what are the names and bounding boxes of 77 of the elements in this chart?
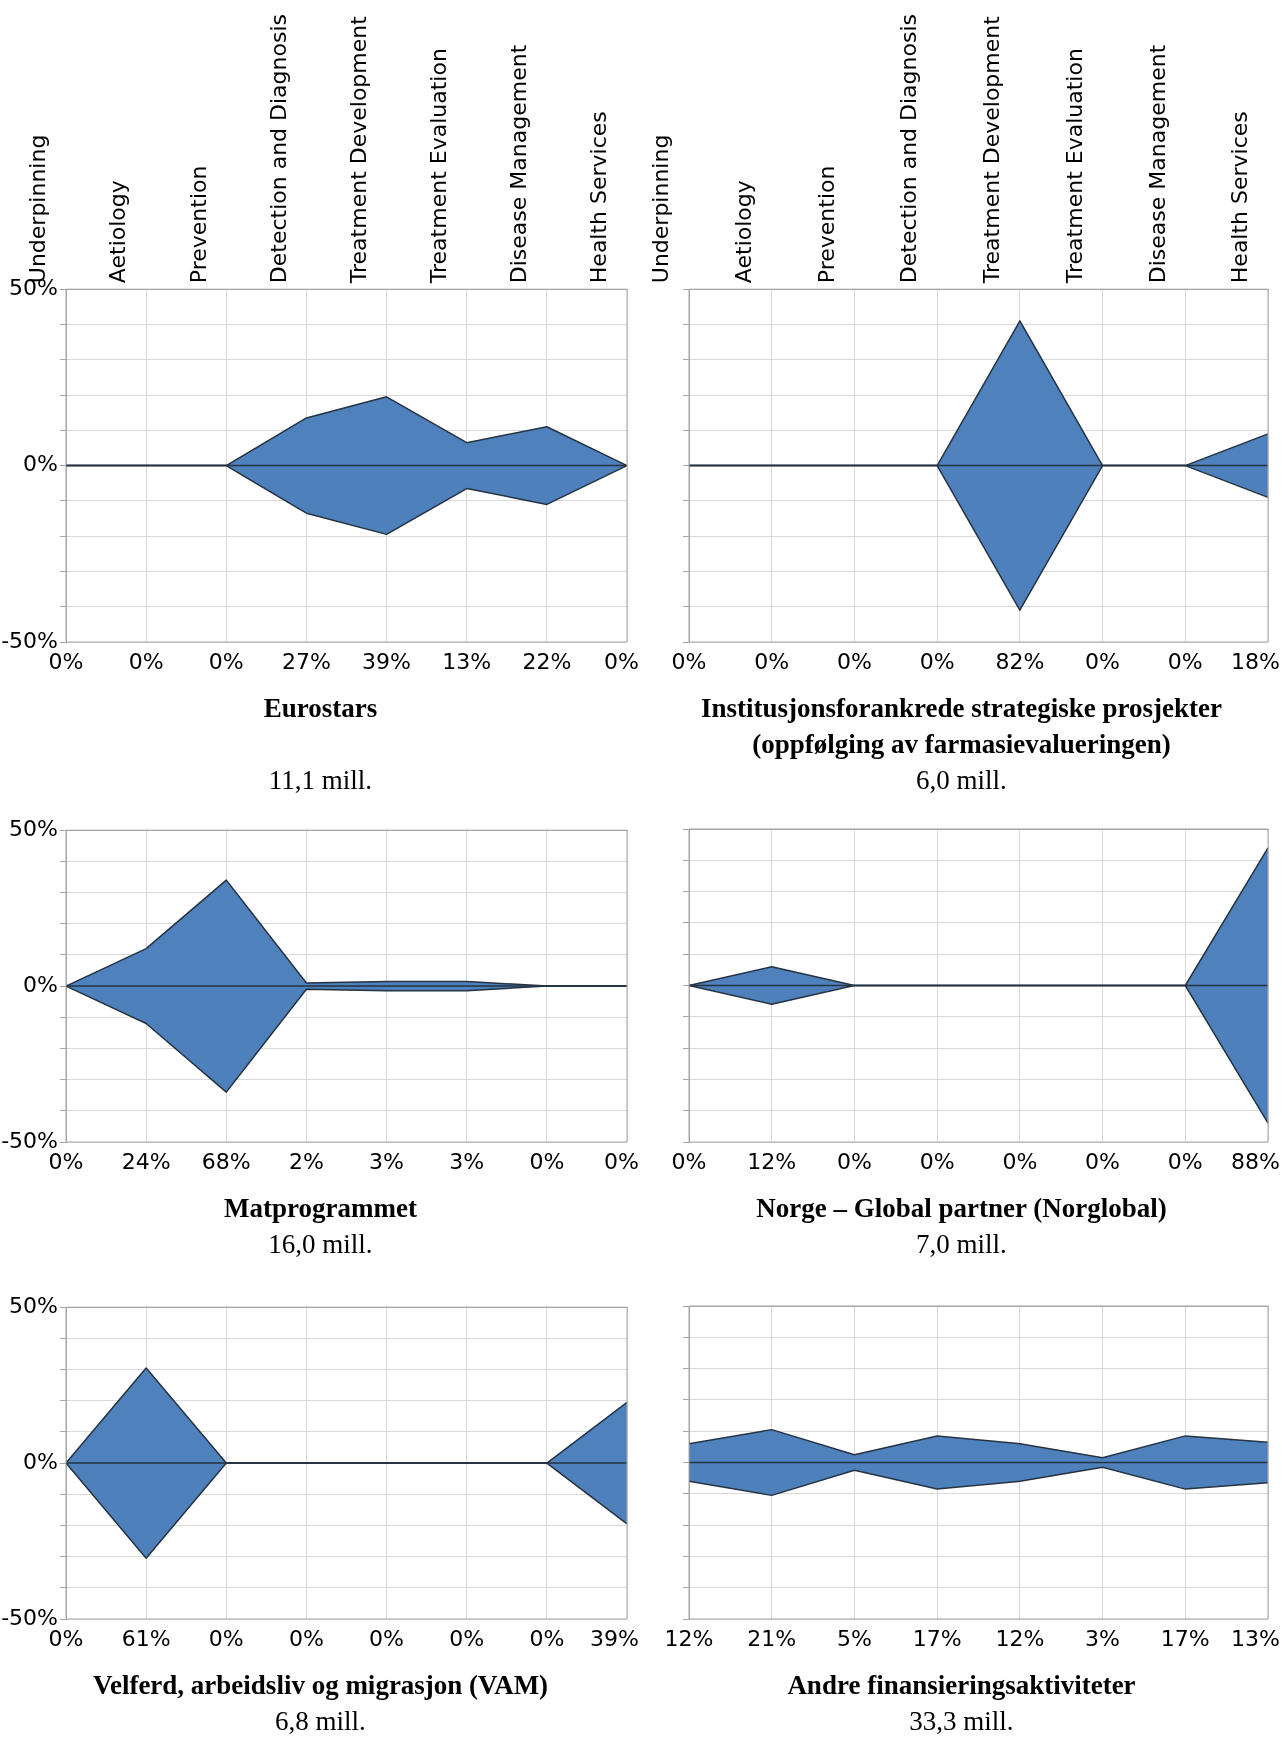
x-tick-label: Disease Management [1144, 44, 1170, 284]
text: 0% [128, 648, 164, 674]
x-tick-label: Underpinning [648, 134, 674, 284]
text: 7,0 mill. [915, 1228, 1008, 1261]
text: 0% [919, 648, 955, 674]
text: 0% [1085, 1148, 1121, 1174]
x-tick-label: Health Services [1227, 111, 1253, 284]
y-tick-label: 50% [9, 1292, 58, 1318]
text: 22% [522, 648, 572, 674]
text: 0% [671, 1148, 707, 1174]
text: 0% [604, 648, 639, 674]
x-tick-label: Treatment Evaluation [426, 48, 452, 285]
text: 17% [1160, 1625, 1210, 1651]
x-tick-label: Prevention [185, 165, 211, 284]
x-tick-label: Disease Management [506, 44, 532, 284]
text: 3% [369, 1148, 405, 1174]
text: 0% [1167, 648, 1203, 674]
text: 0% [288, 1625, 324, 1651]
text: 68% [201, 1148, 251, 1174]
text: 0% [449, 1625, 485, 1651]
text: 12% [747, 1148, 797, 1174]
text: Andre finansieringsaktiviteter [786, 1669, 1137, 1702]
text: 24% [121, 1148, 171, 1174]
x-tick-label: Aetiology [105, 180, 131, 284]
text: 21% [747, 1625, 797, 1651]
x-tick-label: Treatment Development [345, 15, 371, 285]
text: 0% [1167, 1148, 1203, 1174]
text: 39% [590, 1625, 639, 1651]
text: 0% [529, 1148, 565, 1174]
text: 0% [836, 1148, 872, 1174]
text: Velferd, arbeidsliv og migrasjon (VAM) [91, 1669, 550, 1702]
text: 82% [995, 648, 1045, 674]
x-tick-label: Aetiology [731, 180, 757, 284]
text: 13% [442, 648, 492, 674]
text: 61% [121, 1625, 171, 1651]
text: Institusjonsforankrede strategiske prosjekter (oppfølging av farmasievalueringen) [700, 692, 1223, 761]
text: 0% [529, 1625, 565, 1651]
text: 0% [836, 648, 872, 674]
y-tick-label: 50% [9, 815, 58, 841]
x-tick-label: Prevention [813, 165, 839, 284]
x-tick-label: Treatment Development [979, 15, 1005, 285]
text: 3% [1085, 1625, 1121, 1651]
text: 0% [1085, 648, 1121, 674]
text: 2% [288, 1148, 324, 1174]
text: 17% [912, 1625, 962, 1651]
text: 0% [208, 1625, 244, 1651]
text: 0% [369, 1625, 405, 1651]
text: 0% [208, 648, 244, 674]
text: 27% [281, 648, 331, 674]
text: 0% [919, 1148, 955, 1174]
text: 12% [995, 1625, 1045, 1651]
x-tick-label: Health Services [586, 111, 612, 284]
y-tick-label: 0% [23, 971, 58, 997]
text: 0% [671, 648, 707, 674]
y-tick-label: 0% [23, 1448, 58, 1474]
x-tick-label: Detection and Diagnosis [265, 13, 291, 284]
text: 0% [604, 1148, 639, 1174]
text: 33,3 mill. [908, 1705, 1015, 1738]
text: 18% [1231, 648, 1280, 674]
text: 6,8 mill. [274, 1705, 367, 1738]
text: 88% [1231, 1148, 1280, 1174]
text: Matprogrammet [223, 1192, 418, 1225]
text: 0% [754, 648, 790, 674]
text: 39% [362, 648, 412, 674]
x-tick-label: Treatment Evaluation [1061, 48, 1087, 285]
y-tick-label: 0% [23, 451, 58, 477]
text: 13% [1231, 1625, 1280, 1651]
text: 0% [1002, 1148, 1038, 1174]
text: 12% [664, 1625, 714, 1651]
x-tick-label: Detection and Diagnosis [896, 13, 922, 284]
text: Eurostars [262, 692, 379, 725]
text: 16,0 mill. [267, 1228, 374, 1261]
text: 3% [449, 1148, 485, 1174]
text: 6,0 mill. [915, 764, 1008, 797]
text: Norge – Global partner (Norglobal) [755, 1192, 1168, 1225]
text: 5% [836, 1625, 872, 1651]
text: 11,1 mill. [267, 764, 374, 797]
